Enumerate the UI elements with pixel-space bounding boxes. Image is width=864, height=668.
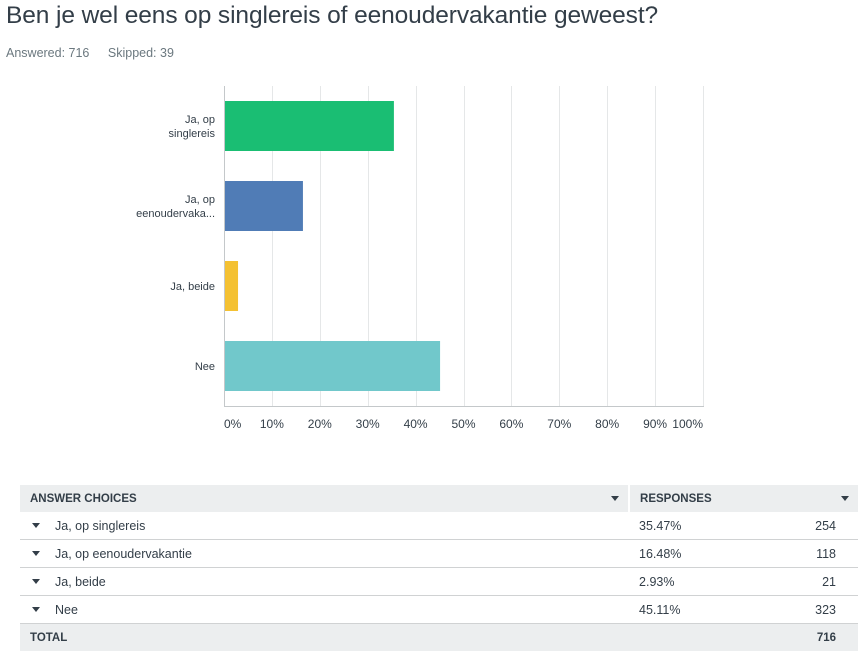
category-label: Ja, op bbox=[185, 114, 215, 126]
answer-choices-header[interactable]: ANSWER CHOICES bbox=[20, 485, 631, 512]
category-label: Ja, op bbox=[185, 194, 215, 206]
x-tick-label: 40% bbox=[404, 417, 428, 431]
choice-cell: Ja, op singlereis bbox=[20, 512, 630, 540]
choice-cell: Nee bbox=[20, 595, 630, 624]
answer-choices-header-label: ANSWER CHOICES bbox=[30, 492, 137, 505]
percent-cell: 16.48% bbox=[629, 539, 800, 568]
sort-caret-icon[interactable] bbox=[611, 496, 620, 501]
table-row: Ja, op eenoudervakantie 16.48% 118 bbox=[20, 539, 858, 568]
count-cell: 118 bbox=[799, 539, 858, 568]
expand-caret-icon[interactable] bbox=[32, 607, 40, 613]
expand-caret-icon[interactable] bbox=[32, 579, 40, 585]
x-tick-label: 60% bbox=[499, 417, 523, 431]
response-stats: Answered: 716 Skipped: 39 bbox=[6, 46, 189, 60]
table-header-row: ANSWER CHOICES RESPONSES bbox=[20, 485, 858, 512]
percent-cell: 35.47% bbox=[629, 512, 800, 540]
category-label: Ja, beide bbox=[170, 281, 215, 293]
total-count: 716 bbox=[799, 623, 858, 651]
category-label: singlereis bbox=[169, 128, 216, 140]
choice-cell: Ja, beide bbox=[20, 567, 630, 596]
bar[interactable] bbox=[225, 341, 441, 391]
tick-labels: 0% 10% 20% 30% 40% 50% 60% 70% 80% 90% 100% bbox=[224, 417, 703, 431]
choice-label: Nee bbox=[55, 602, 78, 617]
category-label: eenoudervaka... bbox=[136, 208, 215, 220]
x-tick-label: 70% bbox=[547, 417, 571, 431]
x-tick-label: 10% bbox=[260, 417, 284, 431]
x-tick-label: 0% bbox=[224, 417, 242, 431]
x-tick-label: 30% bbox=[356, 417, 380, 431]
question-title: Ben je wel eens op singlereis of eenoude… bbox=[6, 2, 659, 29]
x-tick-label: 50% bbox=[451, 417, 475, 431]
total-row: TOTAL 716 bbox=[20, 623, 858, 651]
table-row: Ja, op singlereis 35.47% 254 bbox=[20, 512, 858, 540]
x-tick-label: 80% bbox=[595, 417, 619, 431]
responses-header[interactable]: RESPONSES bbox=[629, 485, 858, 512]
axes bbox=[224, 86, 704, 407]
x-tick-label: 100% bbox=[672, 417, 703, 431]
bars bbox=[225, 101, 441, 391]
choice-label: Ja, beide bbox=[55, 574, 106, 589]
total-label: TOTAL bbox=[20, 623, 630, 651]
sort-caret-icon[interactable] bbox=[841, 496, 849, 501]
x-tick-label: 20% bbox=[308, 417, 332, 431]
expand-caret-icon[interactable] bbox=[32, 551, 40, 557]
percent-cell: 45.11% bbox=[629, 595, 800, 624]
skipped-count: Skipped: 39 bbox=[107, 46, 174, 60]
bar[interactable] bbox=[225, 181, 303, 231]
responses-header-label: RESPONSES bbox=[640, 492, 712, 505]
table-row: Ja, beide 2.93% 21 bbox=[20, 567, 858, 596]
choice-label: Ja, op eenoudervakantie bbox=[55, 546, 192, 561]
answered-count: Answered: 716 bbox=[6, 46, 90, 60]
choice-label: Ja, op singlereis bbox=[55, 518, 146, 533]
category-label: Nee bbox=[195, 361, 215, 373]
total-spacer bbox=[629, 623, 800, 651]
table-row: Nee 45.11% 323 bbox=[20, 595, 858, 624]
x-tick-label: 90% bbox=[643, 417, 667, 431]
expand-caret-icon[interactable] bbox=[32, 523, 40, 529]
count-cell: 21 bbox=[799, 567, 858, 596]
percent-cell: 2.93% bbox=[629, 567, 800, 596]
bar[interactable] bbox=[225, 101, 394, 151]
count-cell: 254 bbox=[799, 512, 858, 540]
bar[interactable] bbox=[225, 261, 239, 311]
choice-cell: Ja, op eenoudervakantie bbox=[20, 539, 630, 568]
responses-table: ANSWER CHOICES RESPONSES Ja, op singlere… bbox=[20, 485, 858, 651]
category-labels: Ja, op singlereis Ja, op eenoudervaka... Ja,… bbox=[136, 114, 215, 373]
bar-chart: Ja, op singlereis Ja, op eenoudervaka... Ja,… bbox=[136, 86, 704, 431]
count-cell: 323 bbox=[799, 595, 858, 624]
